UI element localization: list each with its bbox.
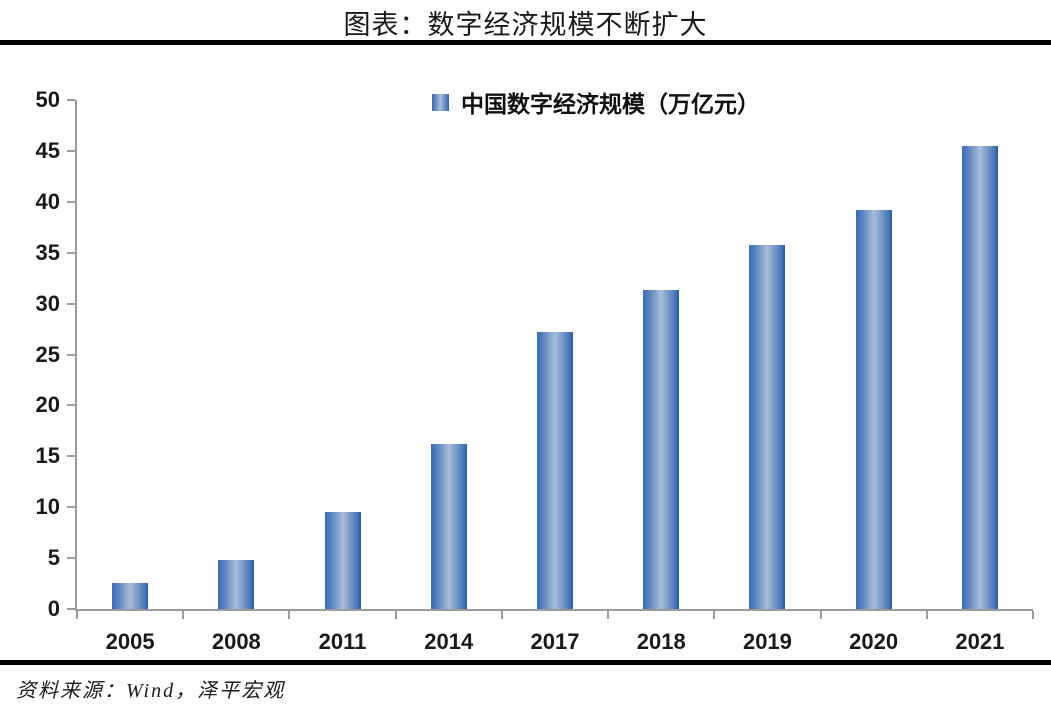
x-axis-tick bbox=[713, 611, 716, 619]
x-tick-label-2008: 2008 bbox=[211, 629, 261, 654]
y-axis-tick bbox=[67, 200, 75, 203]
y-axis-tick bbox=[67, 404, 75, 407]
x-axis-tick bbox=[607, 611, 610, 619]
x-axis-tick bbox=[500, 611, 503, 619]
bar-2014 bbox=[430, 444, 467, 609]
x-tick-label-2017: 2017 bbox=[530, 629, 580, 654]
bar-2020 bbox=[855, 209, 892, 609]
y-tick-label-20: 20 bbox=[35, 392, 60, 418]
y-axis-tick bbox=[67, 455, 75, 458]
bar-chart-plot-area: 中国数字经济规模（万亿元） 0 5 10 15 20 25 30 35 40 45 50 2005 2… bbox=[36, 88, 1034, 654]
y-axis-tick bbox=[67, 353, 75, 356]
bar-2017 bbox=[537, 332, 573, 609]
bottom-divider-rule bbox=[0, 660, 1051, 665]
x-axis-tick bbox=[819, 611, 822, 619]
bar-2005 bbox=[112, 582, 149, 609]
bar-2018 bbox=[643, 290, 680, 609]
y-tick-label-30: 30 bbox=[35, 290, 60, 316]
bar-2021 bbox=[961, 145, 998, 609]
x-tick-label-2020: 2020 bbox=[849, 629, 899, 654]
y-tick-label-35: 35 bbox=[35, 239, 60, 265]
legend-swatch-icon bbox=[432, 93, 449, 111]
page-title: 图表：数字经济规模不断扩大 bbox=[343, 10, 708, 40]
bar-2008 bbox=[218, 560, 255, 609]
y-tick-label-45: 45 bbox=[35, 137, 60, 163]
x-tick-label-2011: 2011 bbox=[318, 629, 367, 654]
x-tick-label-2019: 2019 bbox=[742, 629, 792, 654]
bar-2019 bbox=[749, 244, 786, 609]
x-axis-tick bbox=[182, 611, 185, 619]
y-tick-label-25: 25 bbox=[35, 341, 60, 367]
y-axis-tick bbox=[67, 99, 75, 101]
x-axis-tick bbox=[1032, 611, 1034, 619]
y-axis-tick bbox=[67, 608, 75, 610]
x-tick-label-2005: 2005 bbox=[105, 629, 155, 654]
y-tick-label-50: 50 bbox=[35, 87, 60, 112]
y-axis-tick bbox=[67, 149, 75, 152]
chart-legend: 中国数字经济规模（万亿元） bbox=[432, 85, 760, 119]
y-axis-tick bbox=[67, 557, 75, 560]
y-axis-tick bbox=[67, 251, 75, 254]
source-note: 资料来源：Wind，泽平宏观 bbox=[16, 680, 286, 702]
y-tick-label-10: 10 bbox=[35, 494, 60, 520]
y-tick-label-5: 5 bbox=[47, 545, 60, 571]
x-axis-tick bbox=[925, 611, 928, 619]
y-tick-label-0: 0 bbox=[47, 596, 60, 621]
y-tick-label-15: 15 bbox=[35, 443, 60, 469]
x-axis-tick bbox=[288, 611, 291, 619]
x-tick-label-2021: 2021 bbox=[955, 629, 1005, 654]
x-axis-tick bbox=[394, 611, 397, 619]
y-axis-tick bbox=[67, 506, 75, 509]
y-axis-tick bbox=[67, 302, 75, 305]
x-tick-label-2018: 2018 bbox=[636, 629, 686, 654]
top-divider-rule bbox=[0, 40, 1051, 45]
bar-2011 bbox=[324, 512, 361, 609]
x-tick-label-2014: 2014 bbox=[424, 629, 474, 654]
x-axis-tick bbox=[76, 611, 78, 619]
y-tick-label-40: 40 bbox=[35, 188, 60, 214]
legend-label: 中国数字经济规模（万亿元） bbox=[461, 91, 760, 117]
